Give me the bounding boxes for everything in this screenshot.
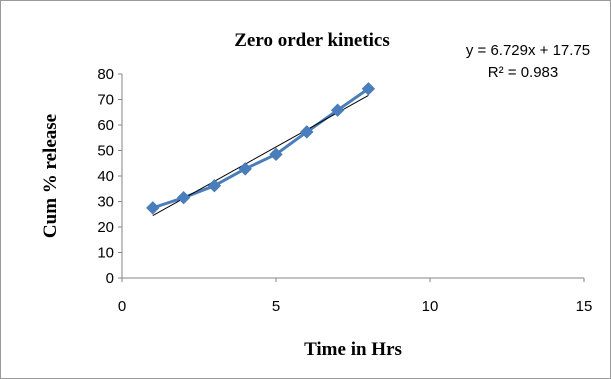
y-tick-label: 80 (97, 66, 114, 83)
x-tick-label: 15 (576, 298, 593, 315)
r-squared-label: R² = 0.983 (488, 64, 558, 81)
y-tick-label: 10 (97, 245, 114, 262)
data-point-marker (176, 190, 191, 205)
y-tick-label: 40 (97, 168, 114, 185)
data-point-marker (207, 178, 222, 193)
x-axis-ticks: 0 5 10 15 (118, 278, 593, 315)
plot-area (146, 82, 376, 217)
y-axis: 0 10 20 30 40 50 60 70 80 (97, 66, 123, 287)
data-point-marker (238, 162, 252, 176)
y-tick-label: 20 (97, 219, 114, 236)
x-tick-label: 10 (422, 298, 439, 315)
y-tick-label: 30 (97, 194, 114, 211)
data-point-marker (300, 125, 314, 139)
data-point-marker (269, 147, 283, 162)
x-axis: 0 5 10 15 (118, 277, 593, 315)
x-tick-label: 0 (118, 298, 126, 315)
y-tick-label: 70 (97, 92, 114, 109)
y-tick-label: 60 (97, 117, 114, 134)
chart-title: Zero order kinetics (234, 30, 390, 51)
y-tick-label: 50 (97, 143, 114, 160)
data-point-marker (330, 103, 345, 117)
y-axis-ticks: 0 10 20 30 40 50 60 70 80 (97, 66, 122, 287)
y-tick-label: 0 (106, 270, 114, 287)
x-axis-title: Time in Hrs (304, 339, 402, 360)
data-point-marker (146, 201, 160, 215)
y-axis-title: Cum % release (40, 114, 61, 238)
linear-trendline (152, 95, 369, 217)
trendline-equation: y = 6.729x + 17.75 (466, 42, 590, 59)
x-tick-label: 5 (272, 298, 280, 315)
data-point-marker (361, 82, 376, 96)
